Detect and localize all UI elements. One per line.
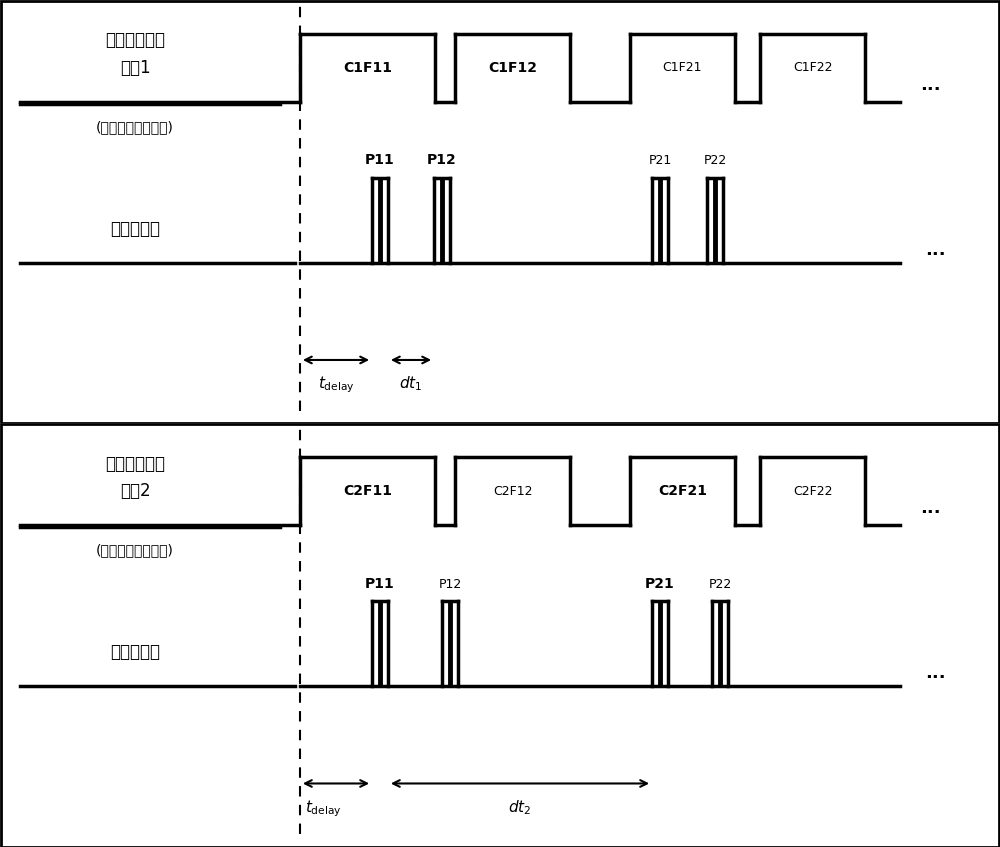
Text: C2F11: C2F11 xyxy=(343,484,392,498)
Text: P11: P11 xyxy=(365,577,395,591)
Text: C2F22: C2F22 xyxy=(793,484,832,498)
Text: P22: P22 xyxy=(703,154,727,167)
Text: P12: P12 xyxy=(438,578,462,591)
Text: $t_{\rm delay}$: $t_{\rm delay}$ xyxy=(305,798,342,819)
Text: ...: ... xyxy=(925,664,945,683)
Text: ...: ... xyxy=(920,75,940,94)
Text: P21: P21 xyxy=(645,577,675,591)
Text: ...: ... xyxy=(920,499,940,518)
Text: C2F21: C2F21 xyxy=(658,484,707,498)
Text: ...: ... xyxy=(925,241,945,259)
Text: C1F21: C1F21 xyxy=(663,61,702,75)
Text: C1F11: C1F11 xyxy=(343,61,392,75)
Text: 波段1: 波段1 xyxy=(120,58,150,77)
Text: $t_{\rm delay}$: $t_{\rm delay}$ xyxy=(318,374,354,396)
Text: 第一光学通道: 第一光学通道 xyxy=(105,31,165,49)
Text: 高速激光器: 高速激光器 xyxy=(110,643,160,662)
Text: (适用于低速流动相): (适用于低速流动相) xyxy=(96,544,174,557)
Text: (适用于高速流动相): (适用于高速流动相) xyxy=(96,120,174,134)
Text: 高速激光器: 高速激光器 xyxy=(110,219,160,238)
Text: $dt_1$: $dt_1$ xyxy=(399,374,423,394)
Text: $dt_2$: $dt_2$ xyxy=(508,798,532,817)
Text: P11: P11 xyxy=(365,153,395,167)
Text: C1F12: C1F12 xyxy=(488,61,537,75)
Text: C1F22: C1F22 xyxy=(793,61,832,75)
Text: 波段2: 波段2 xyxy=(120,482,150,501)
Text: 第二光学通道: 第二光学通道 xyxy=(105,455,165,473)
Text: P21: P21 xyxy=(648,154,672,167)
Text: P12: P12 xyxy=(427,153,457,167)
Text: C2F12: C2F12 xyxy=(493,484,532,498)
Text: P22: P22 xyxy=(708,578,732,591)
